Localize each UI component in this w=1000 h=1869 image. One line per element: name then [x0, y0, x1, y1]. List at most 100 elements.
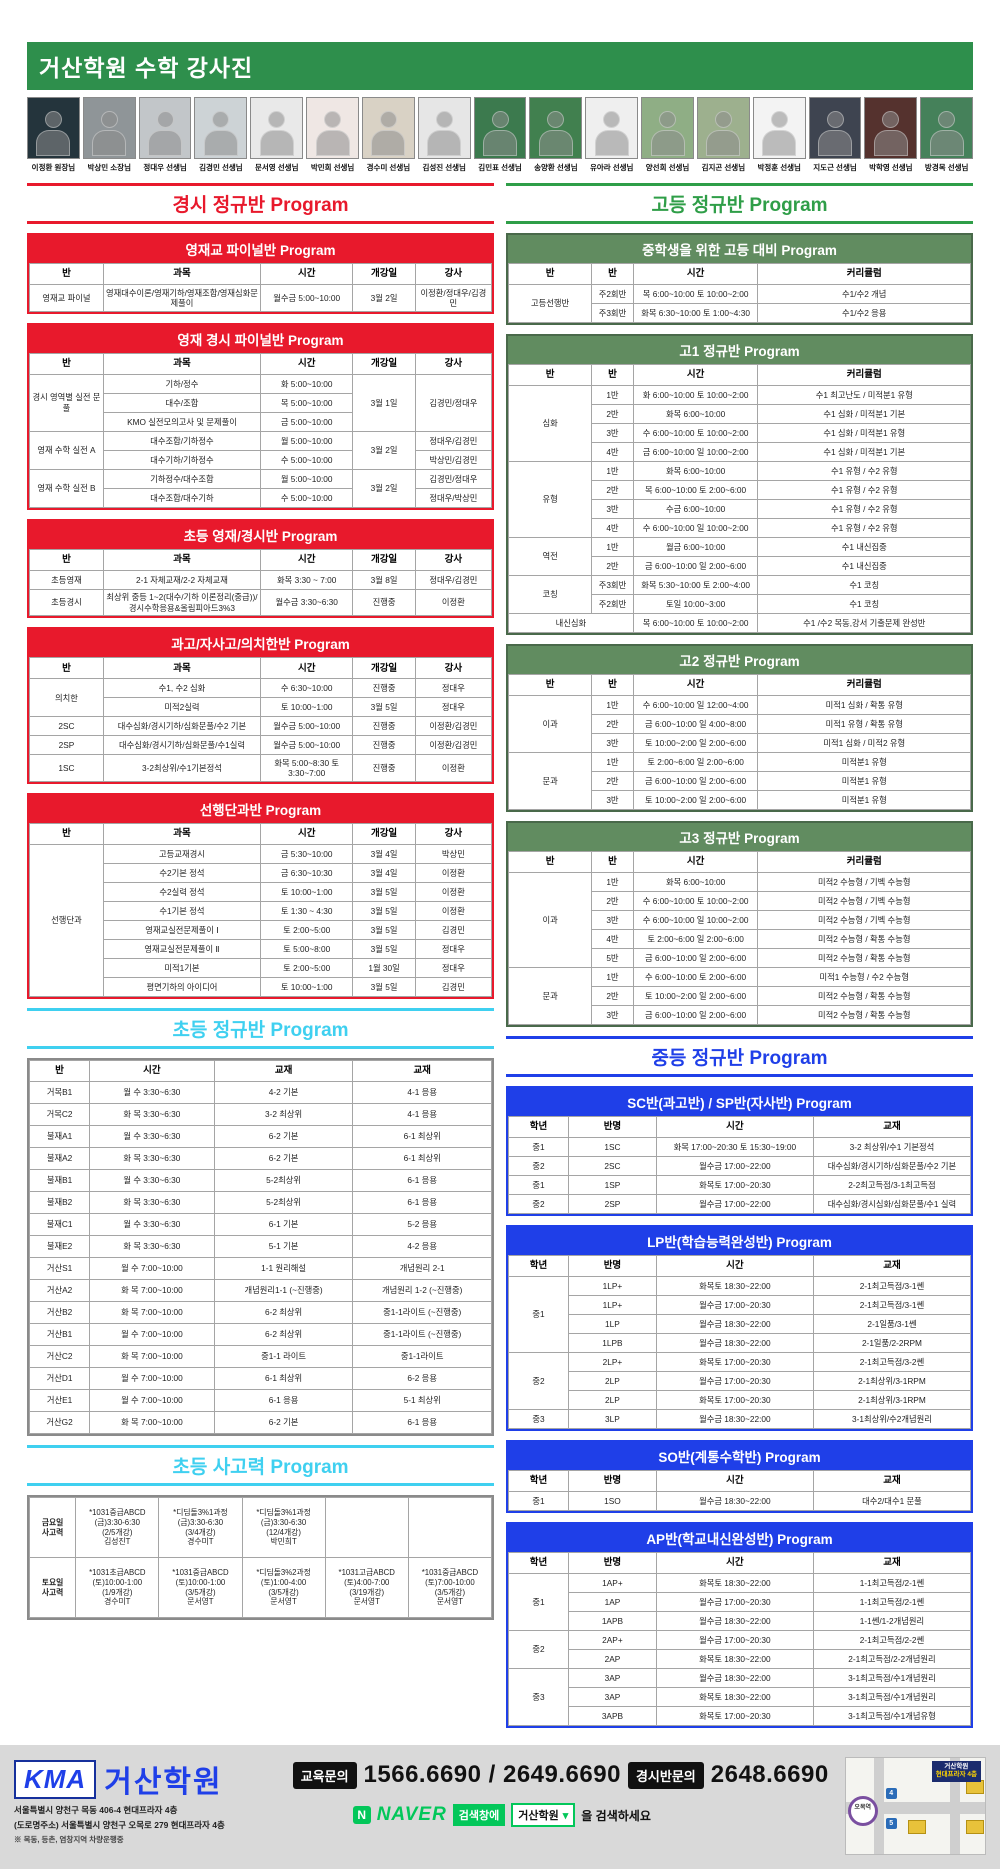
- table-title-bar: 고2 정규반 Program: [508, 646, 971, 674]
- table-cell: 2반: [591, 891, 634, 911]
- table-cell: 월 수 3:30~6:30: [89, 1169, 215, 1193]
- table-cell: 6-1 최상위: [352, 1125, 492, 1149]
- table-cell: 6-1 최상위: [352, 1147, 492, 1171]
- table-cell: 미적분1 유형: [757, 771, 971, 791]
- table-row: 중1 1LP+ 화목토 18:30~22:00 2-1최고득점/3-1쎈: [507, 1276, 972, 1353]
- column-header: 반: [591, 851, 634, 873]
- academy-name: 거산학원: [104, 1766, 223, 1799]
- table-cell: 미적1 유형 / 확통 유형: [757, 714, 971, 734]
- column-header: 강사: [414, 548, 493, 571]
- table-cell: 수1/수2 개념: [757, 284, 971, 304]
- table-cell: 월수금 5:00~10:00: [259, 735, 354, 756]
- table-cell: 2반: [591, 480, 634, 500]
- table-cell: *1031중급ABCD (토)10:00-1:00 (3/5개강) 문서영T: [158, 1557, 243, 1619]
- table-cell: 정대우: [414, 958, 493, 979]
- column-header: 시간: [632, 674, 759, 696]
- table-cell: 문과: [507, 752, 593, 810]
- table-cell: 대수심화/경시기하/심화문풀/수1실력: [102, 735, 262, 756]
- header-row: 반 과목 시간 개강일 강사: [29, 263, 493, 285]
- column-header: 시간: [655, 1552, 814, 1574]
- table-cell: 불재B1: [28, 1169, 91, 1193]
- table-cell: 화목토 18:30~22:00: [655, 1276, 814, 1296]
- table-cell: 초등영재: [29, 569, 104, 590]
- instructor-name: 김성진 선생님: [422, 163, 466, 172]
- table-cell: 3월 2일: [352, 284, 416, 312]
- table-row: 1SC 3-2최상위/수1기본정석 화목 5:00~8:30 토 3:30~7:00…: [29, 754, 493, 783]
- person-silhouette-icon: [427, 130, 462, 156]
- schedule-table: 반 시간 교재 교재 거목B1 월 수 3:30~6:30 4-2 기본 4-1 응용 거목C2…: [28, 1060, 492, 1435]
- table-cell: 이정환: [414, 882, 493, 903]
- table-cell: 거산E1: [28, 1389, 91, 1413]
- competition-tables: 영재교 파이널반 Program 반 과목 시간 개강일 강사 영재교 파이널 영재대수이론/…: [27, 233, 494, 1000]
- column-header: 학년: [507, 1470, 570, 1492]
- table-row: 초등영재 2-1 자체교재/2-2 자체교재 화목 3:30 ~ 7:00 3월 8일…: [29, 569, 493, 590]
- dropdown-arrow-icon: ▾: [562, 1810, 569, 1822]
- person-silhouette-icon: [203, 130, 238, 156]
- table-cell: 수1 내신집중: [757, 537, 971, 557]
- table-cell: 개념원리 1-2 (~진행중): [352, 1279, 492, 1303]
- table-row: 중2 2AP+ 월수금 17:00~20:30 2-1최고득점/2-2쎈: [507, 1630, 972, 1669]
- table-cell: 6-2 기본: [213, 1147, 354, 1171]
- person-silhouette-icon: [873, 130, 908, 156]
- table-cell: 3월 5일: [352, 920, 416, 941]
- table-cell: 월수금 3:30~6:30: [259, 588, 354, 617]
- column-header: 개강일: [352, 352, 416, 375]
- instructor-name: 이정환 원장님: [31, 163, 76, 172]
- table-row: 경시 영역별 실전 문풀 기하/정수 화 5:00~10:00 3월 1일 김경민/정대…: [29, 373, 493, 432]
- table-cell: 월 수 3:30~6:30: [89, 1081, 215, 1105]
- person-silhouette-icon: [491, 111, 509, 128]
- table-cell: 2LP+: [568, 1352, 657, 1372]
- table-cell: *디딤돌3%1과정 (금)3:30-6:30 (3/4개강) 경수미T: [158, 1497, 243, 1559]
- table-cell: 중1: [507, 1276, 570, 1353]
- table-cell: 중1-1라이트 (~진행중): [352, 1323, 492, 1347]
- table-cell: 영재대수이론/영재기하/영재조합/영재심화문제풀이: [102, 284, 262, 312]
- table-cell: 2-1일품/3-1쎈: [812, 1314, 972, 1334]
- table-cell: 중1-1라이트 (~진행중): [352, 1301, 492, 1325]
- table-cell: 미적2실력: [102, 697, 262, 718]
- instructor-name: 김지곤 선생님: [701, 163, 746, 172]
- table-cell: 정대우/김경민: [414, 569, 493, 590]
- person-silhouette-icon: [762, 130, 797, 156]
- table-cell: 이정환: [414, 754, 493, 783]
- table-title-bar: SC반(과고반) / SP반(자사반) Program: [508, 1088, 971, 1116]
- map-callout-name: 거산학원: [944, 1763, 969, 1770]
- table-cell: 1반: [591, 695, 634, 715]
- table-cell: 월수금 17:00~22:00: [655, 1156, 814, 1176]
- table-cell: 중2: [507, 1630, 570, 1669]
- table-cell: 월수금 18:30~22:00: [655, 1611, 814, 1631]
- person-silhouette-icon: [547, 111, 565, 128]
- table-cell: 화 목 3:30~6:30: [89, 1235, 215, 1259]
- table-cell: 3월 4일: [352, 844, 416, 865]
- table-cell: 화목토 18:30~22:00: [655, 1687, 814, 1707]
- table-row: 2SC 대수심화/경시기하/심화문풀/수2 기본 월수금 5:00~10:00 진행중…: [29, 716, 493, 737]
- table-cell: 2반: [591, 714, 634, 734]
- elementary-thinking-tables: 금요일 사고력 *1031중급ABCD (금)3:30-6:30 (2/5개강) 김성진T…: [27, 1495, 494, 1621]
- header-row: 반 반 시간 커리큘럼: [507, 364, 971, 386]
- table-cell: 수1 유형 / 수2 유형: [757, 518, 971, 538]
- table-cell: 수1 코칭: [757, 575, 971, 595]
- kma-logo-text: KMA: [24, 1763, 87, 1794]
- table-cell: *1031중급ABCD (금)3:30-6:30 (2/5개강) 김성진T: [75, 1497, 160, 1559]
- table-cell: 3반: [591, 1005, 634, 1025]
- table-row: 거산E1 월 수 7:00~10:00 6-1 응용 5-1 최상위: [28, 1389, 492, 1413]
- table-cell: 중2: [507, 1352, 570, 1410]
- address-line-2: (도로명주소) 서울특별시 양천구 오목로 279 현대프라자 4층: [14, 1820, 225, 1830]
- table-cell: 2LP: [568, 1390, 657, 1410]
- table-cell: 정대우: [414, 678, 493, 699]
- schedule-table: 학년 반명 시간 교재 중1 1AP+ 화목토 18:30~22:00 1-1최고득점/2-1…: [507, 1552, 972, 1726]
- schedule-table: 반 반 시간 커리큘럼 이과 1반 화목 6:00~10:00 미적2 수능형 / 기벡 수능…: [507, 851, 971, 1025]
- column-header: 시간: [655, 1470, 814, 1492]
- table-cell: 화목토 18:30~22:00: [655, 1649, 814, 1669]
- person-silhouette-icon: [603, 111, 621, 128]
- page-title: 거산학원 수학 강사진: [27, 42, 973, 90]
- table-cell: 수 6:00~10:00 일 10:00~2:00: [632, 518, 759, 538]
- table-cell: 4반: [591, 929, 634, 949]
- table-cell: 2-1최고득점/2-2쎈: [812, 1630, 972, 1650]
- table-cell: 이정환/정대우/김경민: [414, 284, 493, 312]
- column-header: 시간: [655, 1255, 814, 1277]
- instructor-photo: [864, 97, 918, 159]
- table-row: 미적1기본 토 2:00~5:00 1월 30일 정대우: [30, 958, 493, 979]
- table-cell: 거산B1: [28, 1323, 91, 1347]
- header-row: 반 과목 시간 개강일 강사: [29, 548, 493, 571]
- table-row: 4반 토 2:00~6:00 일 2:00~6:00 미적2 수능형 / 확통 수능…: [509, 929, 971, 949]
